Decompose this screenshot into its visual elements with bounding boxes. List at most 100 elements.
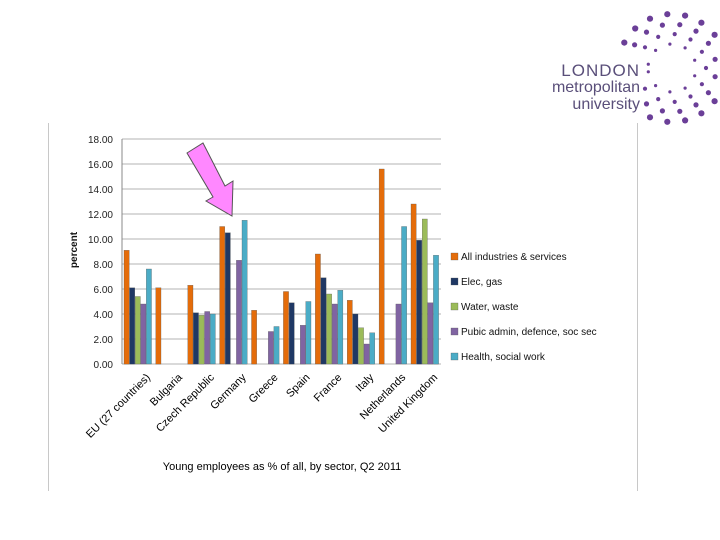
bar <box>198 315 205 365</box>
bars <box>123 168 439 365</box>
logo-dot <box>699 49 704 54</box>
y-tick-label: 10.00 <box>88 235 113 246</box>
logo-dot <box>693 102 699 108</box>
bar <box>378 168 385 365</box>
legend-label: Pubic admin, defence, soc sec <box>461 327 597 338</box>
bar <box>283 291 289 365</box>
legend-label: Health, social work <box>461 352 546 363</box>
logo-dot <box>668 90 672 94</box>
logo-dot <box>664 118 671 125</box>
legend-label: Elec, gas <box>461 277 502 288</box>
logo-dot <box>643 101 650 107</box>
category-label: Greece <box>247 372 281 406</box>
logo-dot <box>656 34 661 39</box>
logo-dot <box>672 99 677 104</box>
logo-dot <box>677 22 683 28</box>
y-tick-label: 12.00 <box>88 210 113 221</box>
bar <box>129 287 135 365</box>
logo-dot <box>659 108 665 114</box>
y-tick-label: 6.00 <box>94 285 114 296</box>
category-label: Spain <box>284 372 312 400</box>
logo-dot <box>659 22 665 28</box>
bar <box>251 310 257 365</box>
bar <box>204 311 210 365</box>
logo-dot <box>656 97 661 102</box>
bar <box>422 218 428 365</box>
bar <box>225 232 231 365</box>
logo-dot <box>632 42 638 48</box>
bar <box>300 325 306 365</box>
bar <box>305 301 312 365</box>
logo-dot <box>646 62 650 66</box>
bar <box>433 255 439 365</box>
y-tick-label: 18.00 <box>88 135 113 146</box>
bar <box>146 268 152 365</box>
logo-dot <box>621 39 628 46</box>
y-tick-label: 0.00 <box>94 360 114 371</box>
logo-dot <box>682 117 689 124</box>
category-label: United Kingdom <box>376 372 440 436</box>
logo-dot <box>677 108 683 114</box>
y-axis-ticks: 0.00 2.00 4.00 6.00 8.00 10.00 12.00 14.00 16.00… <box>88 135 113 371</box>
legend-swatch <box>450 302 459 311</box>
logo-dot <box>703 65 709 71</box>
logo-dot <box>654 84 658 88</box>
bar <box>320 277 327 365</box>
y-tick-label: 14.00 <box>88 185 113 196</box>
bar <box>358 327 364 365</box>
bar <box>268 331 274 365</box>
y-tick-label: 8.00 <box>94 260 114 271</box>
logo-dot <box>693 28 699 34</box>
bar <box>331 303 338 365</box>
category-label: EU (27 countries) <box>84 372 153 441</box>
category-label: Italy <box>354 371 377 394</box>
y-tick-label: 2.00 <box>94 335 114 346</box>
logo-dot <box>688 94 693 99</box>
category-label: France <box>312 372 345 405</box>
y-tick-label: 4.00 <box>94 310 114 321</box>
category-label: Germany <box>208 371 249 412</box>
logo-dot <box>646 70 650 74</box>
bar <box>241 220 248 365</box>
logo-dot <box>683 46 687 50</box>
university-logo-dots <box>621 11 718 125</box>
bar <box>219 226 225 365</box>
logo-dot <box>705 90 711 96</box>
logo-dot <box>672 32 677 37</box>
logo-dot <box>698 19 705 26</box>
logo-dot <box>688 37 693 42</box>
bar <box>273 326 280 365</box>
gridlines <box>121 138 441 365</box>
bar <box>193 312 199 365</box>
logo-dot <box>698 110 705 117</box>
bar <box>123 250 130 365</box>
bar <box>326 293 332 365</box>
legend-swatch <box>450 252 459 261</box>
bar <box>363 343 370 365</box>
logo-dot <box>632 25 639 32</box>
logo-dot <box>642 45 648 50</box>
bar <box>352 313 359 365</box>
chart-caption: Young employees as % of all, by sector, … <box>163 461 401 473</box>
bar <box>187 285 194 365</box>
logo-dot <box>711 98 718 105</box>
university-logo-text: LONDON metropolitan university <box>540 62 640 113</box>
logo-dot <box>664 11 671 18</box>
bar <box>337 290 344 365</box>
y-tick-label: 16.00 <box>88 160 113 171</box>
bar <box>347 300 353 365</box>
logo-dot <box>654 48 658 53</box>
legend-swatch <box>450 327 459 336</box>
logo-dot <box>646 15 654 22</box>
bar <box>236 260 242 365</box>
logo-dot <box>693 58 697 62</box>
logo-line-london: LONDON <box>561 61 640 80</box>
bar <box>395 303 402 365</box>
bar <box>210 313 216 365</box>
bar <box>401 226 407 365</box>
bar <box>155 287 162 365</box>
logo-dot <box>642 86 648 91</box>
bar <box>135 296 141 365</box>
